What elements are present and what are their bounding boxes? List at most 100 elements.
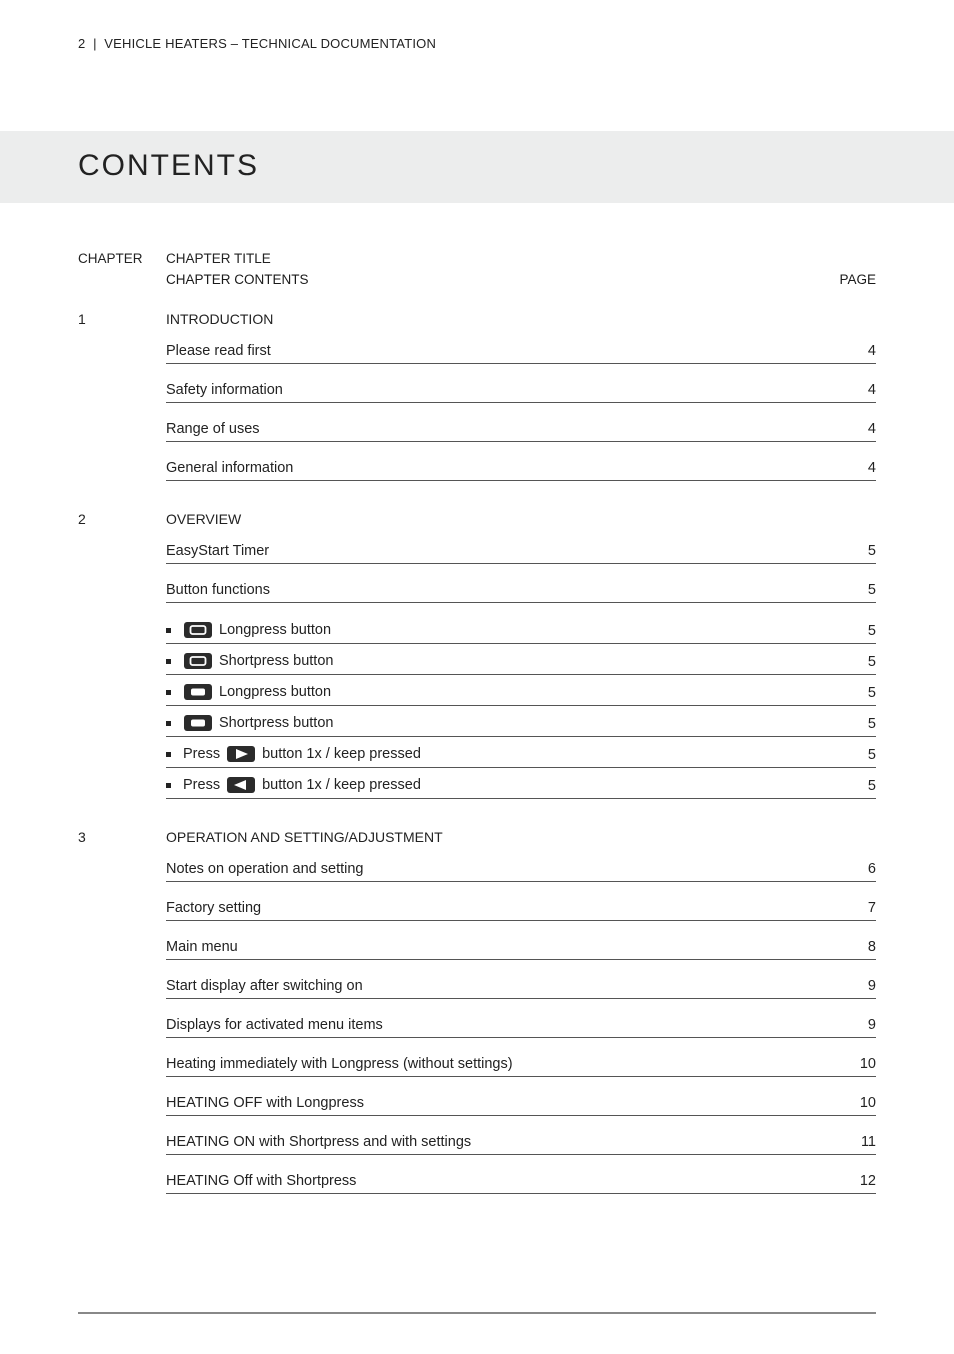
toc-entry-label: Longpress button — [166, 621, 816, 639]
entry-text: EasyStart Timer — [166, 543, 269, 559]
toc-entry: Shortpress button 5 — [166, 714, 876, 737]
entry-text: Please read first — [166, 343, 271, 359]
head-chapter-contents: CHAPTER CONTENTS — [166, 272, 816, 287]
entry-page: 5 — [816, 582, 876, 598]
page: 2 | VEHICLE HEATERS – TECHNICAL DOCUMENT… — [0, 0, 954, 1354]
toc-entry-label: Notes on operation and setting — [166, 861, 816, 877]
entry-text: HEATING ON with Shortpress and with sett… — [166, 1134, 471, 1150]
entry-page: 8 — [816, 939, 876, 955]
entry-text: Main menu — [166, 939, 238, 955]
chapter-title: OPERATION AND SETTING/ADJUSTMENT — [166, 829, 816, 845]
toc-entry-label: Factory setting — [166, 900, 816, 916]
entry-text: Start display after switching on — [166, 978, 363, 994]
toc-entry: Start display after switching on 9 — [166, 978, 876, 999]
toc-entry: Please read first 4 — [166, 343, 876, 364]
toc-entry-label: Main menu — [166, 939, 816, 955]
chapter-number: 3 — [78, 829, 166, 845]
chapter-row: 3 OPERATION AND SETTING/ADJUSTMENT — [78, 829, 876, 845]
toc-entry-label: Longpress button — [166, 683, 816, 701]
entry-page: 5 — [816, 778, 876, 794]
entry-text: General information — [166, 460, 293, 476]
head-page: PAGE — [816, 272, 876, 287]
entry-page: 7 — [816, 900, 876, 916]
toc-entry: Longpress button5 — [166, 683, 876, 706]
chapter-row: 2 OVERVIEW — [78, 511, 876, 527]
running-header: 2 | VEHICLE HEATERS – TECHNICAL DOCUMENT… — [78, 36, 876, 51]
toc-entry-label: Displays for activated menu items — [166, 1017, 816, 1033]
toc-entry: Longpress button5 — [166, 621, 876, 644]
rrect-outline-inner-icon — [183, 652, 213, 670]
toc-entry-label: EasyStart Timer — [166, 543, 816, 559]
chapter-page-blank — [816, 829, 876, 845]
entry-page: 6 — [816, 861, 876, 877]
entry-page: 4 — [816, 460, 876, 476]
toc-head-row-1: CHAPTER CHAPTER TITLE — [78, 251, 876, 266]
toc-entry: Button functions 5 — [166, 582, 876, 603]
page-title: CONTENTS — [78, 149, 876, 183]
toc-entry: Shortpress button 5 — [166, 652, 876, 675]
toc-entry-label: HEATING OFF with Longpress — [166, 1095, 816, 1111]
entry-text: Shortpress button — [219, 653, 333, 669]
toc-entry-label: Start display after switching on — [166, 978, 816, 994]
toc-entry: Press button 1x / keep pressed5 — [166, 745, 876, 768]
entry-text: Shortpress button — [219, 715, 333, 731]
toc-entry: HEATING ON with Shortpress and with sett… — [166, 1134, 876, 1155]
chapter-page-blank — [816, 311, 876, 327]
bullet-icon — [166, 628, 171, 633]
head-chapter: CHAPTER — [78, 251, 166, 266]
chapter-title: OVERVIEW — [166, 511, 816, 527]
entry-page: 4 — [816, 382, 876, 398]
toc-entry: Factory setting 7 — [166, 900, 876, 921]
rrect-solid-inner-icon — [183, 714, 213, 732]
chapter-number: 1 — [78, 311, 166, 327]
entry-text: Range of uses — [166, 421, 260, 437]
entry-prefix: Press — [183, 746, 220, 762]
entry-text: Button functions — [166, 582, 270, 598]
chapter-block: 2 OVERVIEW EasyStart Timer5Button functi… — [78, 511, 876, 799]
toc-head-row-2: CHAPTER CONTENTS PAGE — [78, 272, 876, 287]
entry-page: 11 — [816, 1134, 876, 1150]
entries-wrap: Please read first4Safety information4Ran… — [78, 343, 876, 481]
entry-text: Heating immediately with Longpress (with… — [166, 1056, 513, 1072]
entry-page: 5 — [816, 543, 876, 559]
entries-wrap: Notes on operation and setting 6 Factory s… — [78, 861, 876, 1194]
entry-page: 5 — [816, 716, 876, 732]
toc-entry: HEATING OFF with Longpress10 — [166, 1095, 876, 1116]
entry-page: 9 — [816, 1017, 876, 1033]
bullet-icon — [166, 659, 171, 664]
head-chapter-title: CHAPTER TITLE — [166, 251, 816, 266]
chapter-row: 1 INTRODUCTION — [78, 311, 876, 327]
entry-text: HEATING Off with Shortpress — [166, 1173, 356, 1189]
footer-rule — [78, 1312, 876, 1314]
entry-text: Displays for activated menu items — [166, 1017, 383, 1033]
entry-prefix: Press — [183, 777, 220, 793]
rrect-solid-inner-icon — [183, 683, 213, 701]
chapter-block: 3 OPERATION AND SETTING/ADJUSTMENT Notes… — [78, 829, 876, 1194]
bullet-icon — [166, 690, 171, 695]
entry-page: 10 — [816, 1095, 876, 1111]
chapters-container: 1 INTRODUCTION Please read first4Safety … — [78, 311, 876, 1194]
toc-entry-label: Range of uses — [166, 421, 816, 437]
toc-entry-label: Press button 1x / keep pressed — [166, 776, 816, 794]
chapter-title: INTRODUCTION — [166, 311, 816, 327]
page-number: 2 — [78, 36, 85, 51]
toc-entry: HEATING Off with Shortpress 12 — [166, 1173, 876, 1194]
toc-entry: Heating immediately with Longpress (with… — [166, 1056, 876, 1077]
entry-page: 9 — [816, 978, 876, 994]
entry-page: 4 — [816, 421, 876, 437]
entry-text: button 1x / keep pressed — [262, 777, 421, 793]
toc-entry-label: HEATING ON with Shortpress and with sett… — [166, 1134, 816, 1150]
toc-entry: Press button 1x / keep pressed5 — [166, 776, 876, 799]
entry-page: 5 — [816, 654, 876, 670]
rrect-outline-inner-icon — [183, 621, 213, 639]
chapter-page-blank — [816, 511, 876, 527]
entry-text: Notes on operation and setting — [166, 861, 364, 877]
toc-entry: General information 4 — [166, 460, 876, 481]
head-page-blank — [816, 251, 876, 266]
toc-entry-label: Please read first — [166, 343, 816, 359]
entry-text: Longpress button — [219, 622, 331, 638]
entry-page: 4 — [816, 343, 876, 359]
entry-page: 10 — [816, 1056, 876, 1072]
entry-text: Factory setting — [166, 900, 261, 916]
entry-page: 12 — [816, 1173, 876, 1189]
